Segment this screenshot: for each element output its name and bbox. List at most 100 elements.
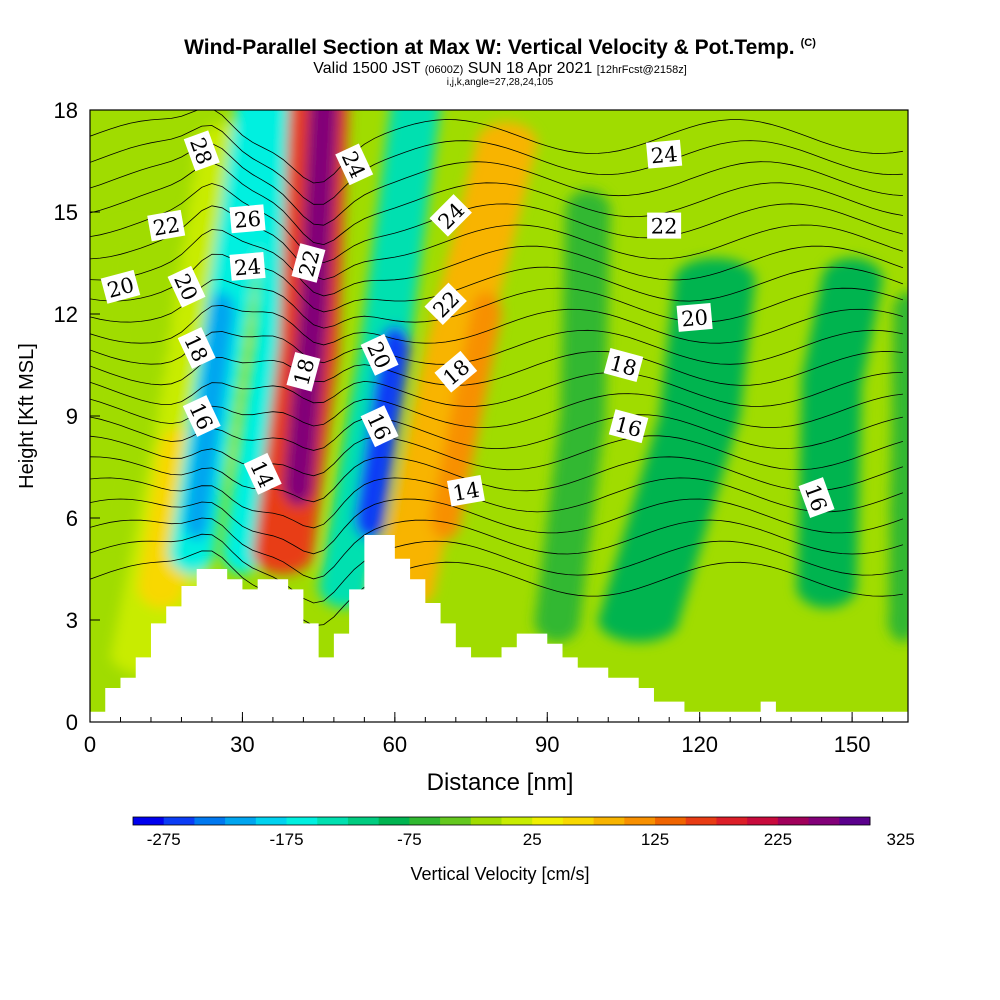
contour-label-text: 24: [233, 254, 262, 280]
velocity-cell: [471, 292, 502, 336]
contour-label: 20: [676, 302, 713, 332]
velocity-cell: [389, 110, 441, 132]
x-tick-label: 150: [834, 732, 871, 757]
contour-label-text: 26: [233, 207, 262, 233]
velocity-cell: [821, 258, 883, 302]
contour-label-bg: [360, 405, 399, 448]
colorbar-swatch: [317, 817, 349, 825]
y-axis-label: Height [Kft MSL]: [16, 343, 38, 489]
colorbar-swatch: [470, 817, 502, 825]
x-tick-label: 30: [230, 732, 254, 757]
colorbar-swatch: [655, 817, 687, 825]
velocity-cell: [565, 190, 611, 234]
velocity-cell: [674, 258, 756, 302]
isentrope-line: [90, 435, 904, 477]
y-tick-label: 6: [66, 506, 78, 531]
colorbar-swatch: [808, 817, 840, 825]
colorbar-tick-label: -275: [147, 830, 181, 849]
colorbar-swatch: [440, 817, 472, 825]
isentrope-line: [90, 414, 903, 451]
isentrope-line: [90, 550, 903, 627]
x-axis: 0 30 60 90 120 150: [84, 712, 884, 757]
contour-label: 24: [646, 139, 683, 169]
isentrope-line: [90, 372, 903, 407]
contour-label-bg: [424, 282, 467, 326]
contour-label-bg: [446, 475, 485, 507]
isentrope-line: [90, 143, 903, 226]
colorbar-swatch: [839, 817, 871, 825]
colorbar-swatch: [286, 817, 318, 825]
contour-label: 22: [147, 209, 186, 242]
contour-label-bg: [167, 265, 206, 308]
colorbar: -275 -175 -75 25 125 225 325: [132, 816, 915, 849]
colorbar-tick-label: 325: [887, 830, 915, 849]
velocity-cell: [105, 224, 157, 268]
velocity-cell: [892, 292, 908, 336]
contour-label: 14: [446, 475, 485, 507]
contour-label: 22: [291, 243, 326, 283]
isentrope-line: [90, 253, 904, 313]
contour-label-bg: [798, 477, 835, 519]
colorbar-swatch: [501, 817, 533, 825]
contour-label-text: 24: [650, 142, 679, 168]
terrain-profile: [90, 535, 908, 722]
velocity-cell: [308, 110, 339, 132]
contour-label-bg: [229, 251, 266, 281]
contour-label-bg: [603, 348, 644, 382]
contour-label: 16: [798, 477, 835, 519]
colorbar-tick-label: 225: [764, 830, 792, 849]
potential-temperature-contours: [90, 110, 904, 627]
y-tick-label: 3: [66, 608, 78, 633]
contour-label-bg: [335, 143, 374, 186]
isentrope-line: [90, 183, 904, 264]
y-tick-label: 12: [54, 302, 78, 327]
isentrope-line: [90, 517, 904, 580]
isentrope-line: [90, 456, 904, 503]
colorbar-swatch: [133, 817, 165, 825]
contour-label-bg: [147, 209, 186, 242]
contour-label-bg: [360, 333, 399, 376]
colorbar-tick-label: -175: [270, 830, 304, 849]
plot-area: 2822202624201816142218242016242218142422…: [90, 110, 908, 722]
chart-title: Wind-Parallel Section at Max W: Vertical…: [184, 36, 816, 59]
colorbar-swatch: [685, 817, 717, 825]
isentrope-line: [90, 329, 903, 365]
colorbar-tick-label: 25: [523, 830, 542, 849]
velocity-cell: [476, 122, 538, 166]
colorbar-swatch: [716, 817, 748, 825]
isentrope-line: [90, 110, 903, 184]
isentrope-line: [90, 477, 904, 529]
contour-label-bg: [434, 350, 478, 393]
contour-label-text: 22: [651, 215, 678, 239]
colorbar-tick-label: -75: [397, 830, 422, 849]
isentrope-line: [90, 162, 903, 246]
x-axis-label: Distance [nm]: [427, 769, 574, 796]
colorbar-swatch: [378, 817, 410, 825]
colorbar-swatch: [532, 817, 564, 825]
isentrope-line: [90, 125, 903, 205]
colorbar-swatch: [194, 817, 226, 825]
x-tick-label: 120: [681, 732, 718, 757]
contour-label-bg: [647, 212, 682, 239]
colorbar-swatch: [163, 817, 195, 825]
isentrope-line: [90, 350, 903, 386]
colorbar-swatch: [409, 817, 441, 825]
colorbar-frame: [132, 816, 871, 826]
y-tick-label: 9: [66, 404, 78, 429]
colorbar-swatch: [593, 817, 625, 825]
contour-label-bg: [291, 243, 326, 283]
isentrope-line: [90, 304, 904, 346]
x-tick-label: 60: [383, 732, 407, 757]
velocity-cell: [209, 292, 235, 336]
contour-label-text: 14: [451, 478, 481, 506]
contour-label-bg: [229, 204, 266, 234]
contour-label-text: 22: [151, 212, 181, 240]
terrain: [90, 535, 908, 722]
contour-label-bg: [183, 130, 220, 172]
contour-label-bg: [177, 327, 216, 369]
colorbar-swatch: [747, 817, 779, 825]
contour-label-bg: [286, 352, 321, 392]
colorbar-swatch: [255, 817, 288, 825]
contour-label: 26: [229, 204, 266, 234]
